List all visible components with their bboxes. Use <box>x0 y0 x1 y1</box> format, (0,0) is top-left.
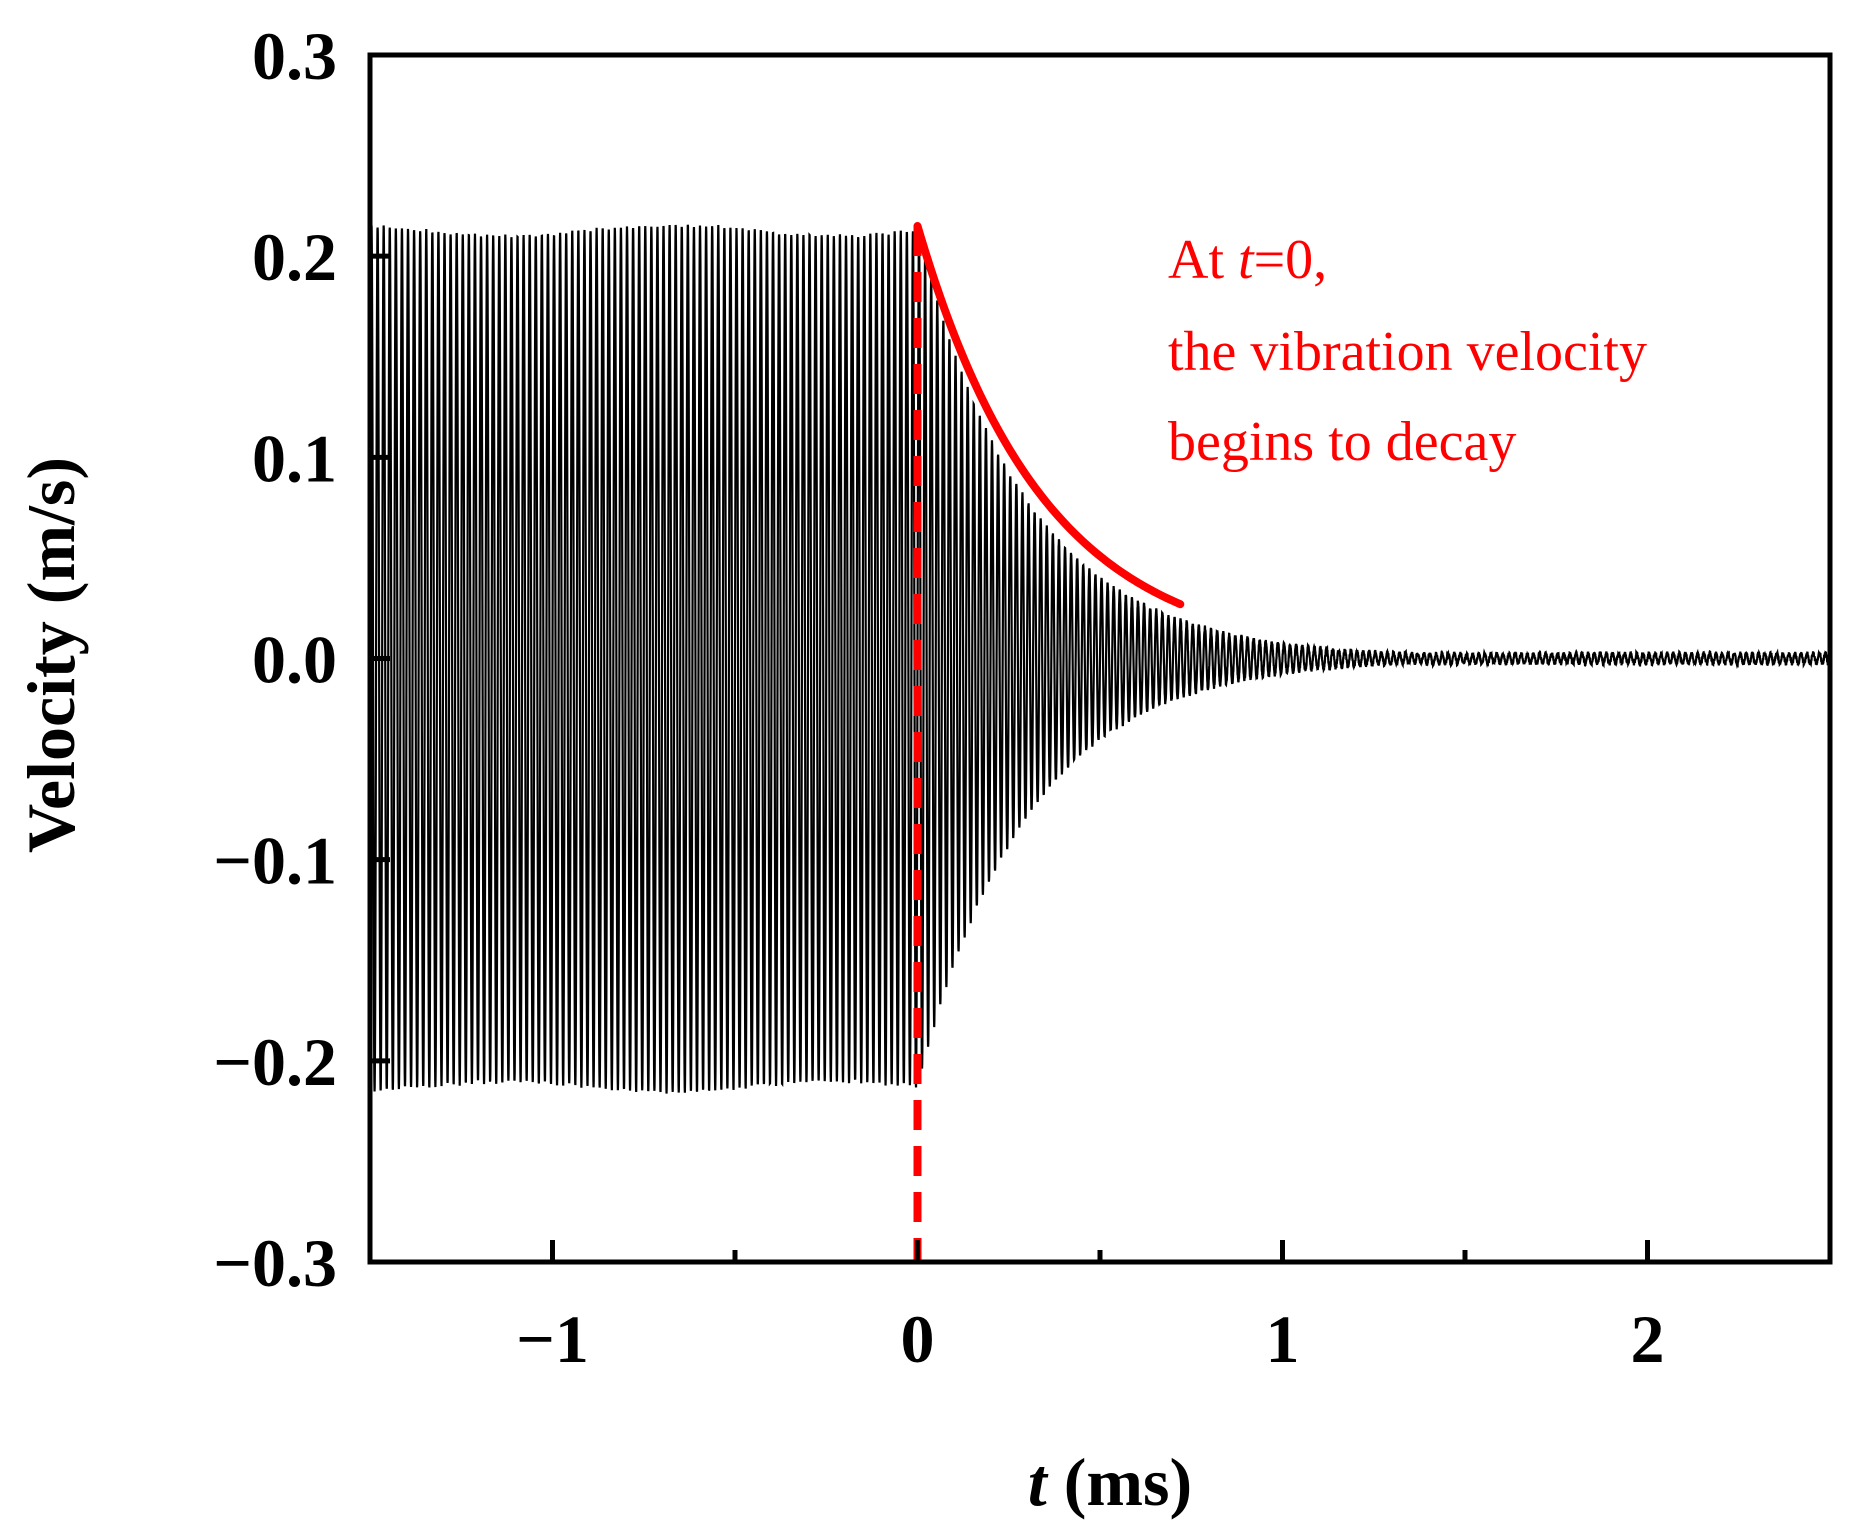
x-tick-label-1: 0 <box>901 1301 935 1377</box>
y-tick-label-2: 0.1 <box>252 420 337 496</box>
y-tick-label-1: 0.2 <box>252 219 337 295</box>
x-axis-title-variable: t <box>1028 1444 1049 1520</box>
x-tick-label-3: 2 <box>1631 1301 1665 1377</box>
annotation-line-3: begins to decay <box>1168 411 1516 473</box>
y-tick-label-3: 0.0 <box>252 622 337 698</box>
annotation-layer <box>913 221 1185 1262</box>
annotation-line-1-part-2: t <box>1238 229 1255 291</box>
x-axis-title-unit: (ms) <box>1047 1444 1192 1520</box>
velocity-series-line <box>368 224 1831 1094</box>
y-tick-label-5: −0.2 <box>213 1024 337 1100</box>
decay-envelope-curve <box>913 221 1185 609</box>
ticks-layer: −1 0 1 2 0.3 0.2 0.1 0.0 −0.1 −0.2 −0.3 <box>213 18 1664 1377</box>
x-tick-label-2: 1 <box>1266 1301 1300 1377</box>
y-tick-label-6: −0.3 <box>213 1225 337 1301</box>
y-tick-label-0: 0.3 <box>252 18 337 94</box>
y-axis-title: Velocity (m/s) <box>13 457 89 853</box>
series-layer <box>368 224 1831 1094</box>
annotation-line-1-part-3: =0, <box>1254 229 1328 291</box>
annotation-line-1-part-1: At <box>1168 229 1238 291</box>
annotation-line-2: the vibration velocity <box>1168 321 1647 383</box>
annotation-line-1: At t=0, <box>1168 229 1327 291</box>
y-tick-label-4: −0.1 <box>213 823 337 899</box>
x-tick-label-0: −1 <box>516 1301 589 1377</box>
x-axis-title: t (ms) <box>1028 1444 1192 1520</box>
